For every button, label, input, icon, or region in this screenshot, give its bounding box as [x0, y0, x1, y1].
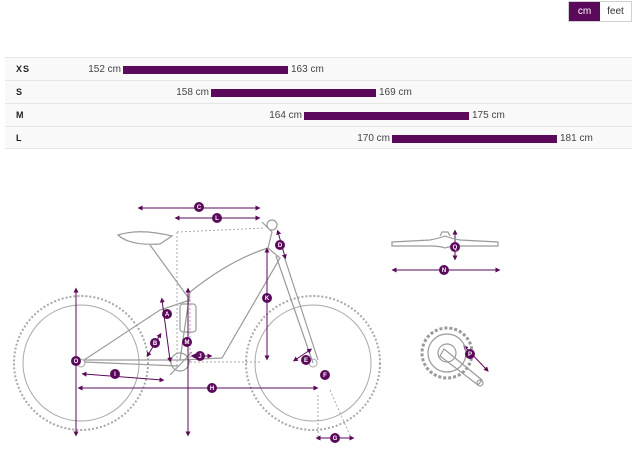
svg-text:A: A — [165, 312, 170, 318]
svg-text:P: P — [468, 352, 472, 358]
size-label: M — [16, 110, 25, 120]
bike-geometry-diagram: A B C D E F G H I J K L M N O P Q — [13, 202, 501, 443]
size-row: L 170 cm 181 cm — [5, 126, 632, 149]
marker-o: O — [71, 356, 81, 366]
reference-lines — [176, 227, 353, 441]
range-max: 175 cm — [472, 110, 505, 121]
marker-h: H — [207, 383, 217, 393]
rear-wheel — [13, 295, 149, 431]
svg-text:I: I — [114, 372, 116, 378]
marker-g: G — [330, 433, 340, 443]
svg-text:C: C — [197, 205, 202, 211]
size-row: S 158 cm 169 cm — [5, 80, 632, 103]
svg-text:M: M — [185, 340, 190, 346]
range-max: 181 cm — [560, 133, 593, 144]
svg-text:D: D — [278, 243, 283, 249]
range-bar — [392, 135, 557, 143]
range-bar — [211, 89, 376, 97]
svg-text:K: K — [265, 296, 270, 302]
svg-text:B: B — [153, 341, 158, 347]
range-min: 158 cm — [176, 87, 209, 98]
marker-e: E — [301, 355, 311, 365]
range-max: 169 cm — [379, 87, 412, 98]
marker-c: C — [194, 202, 204, 212]
marker-m: M — [182, 337, 192, 347]
marker-n: N — [439, 265, 449, 275]
size-label: XS — [16, 64, 31, 74]
front-wheel — [245, 295, 381, 431]
svg-text:E: E — [304, 358, 308, 364]
unit-toggle: cm feet — [568, 1, 632, 22]
range-min: 164 cm — [269, 110, 302, 121]
size-row: XS 152 cm 163 cm — [5, 57, 632, 80]
marker-b: B — [150, 338, 160, 348]
svg-text:O: O — [74, 359, 79, 365]
marker-p: P — [465, 349, 475, 359]
range-bar — [123, 66, 288, 74]
svg-text:N: N — [442, 268, 446, 274]
geometry-markers: A B C D E F G H I J K L M N O P Q — [71, 202, 475, 443]
range-min: 152 cm — [88, 64, 121, 75]
marker-k: K — [262, 293, 272, 303]
marker-q: Q — [450, 242, 460, 252]
svg-text:L: L — [215, 216, 219, 222]
size-label: L — [16, 133, 23, 143]
cm-button[interactable]: cm — [569, 2, 600, 21]
handlebar-icon — [391, 231, 499, 249]
svg-text:J: J — [198, 354, 201, 360]
marker-d: D — [275, 240, 285, 250]
svg-text:H: H — [210, 386, 214, 392]
range-min: 170 cm — [357, 133, 390, 144]
svg-text:G: G — [333, 436, 338, 442]
marker-i: I — [110, 369, 120, 379]
marker-f: F — [320, 370, 330, 380]
range-max: 163 cm — [291, 64, 324, 75]
size-label: S — [16, 87, 24, 97]
range-bar — [304, 112, 469, 120]
size-chart: XS 152 cm 163 cm S 158 cm 169 cm M 164 c… — [5, 57, 632, 149]
marker-a: A — [162, 309, 172, 319]
svg-text:F: F — [323, 373, 327, 379]
svg-text:Q: Q — [453, 245, 458, 251]
size-row: M 164 cm 175 cm — [5, 103, 632, 126]
marker-j: J — [195, 351, 205, 361]
marker-l: L — [212, 213, 222, 223]
feet-button[interactable]: feet — [600, 2, 631, 21]
